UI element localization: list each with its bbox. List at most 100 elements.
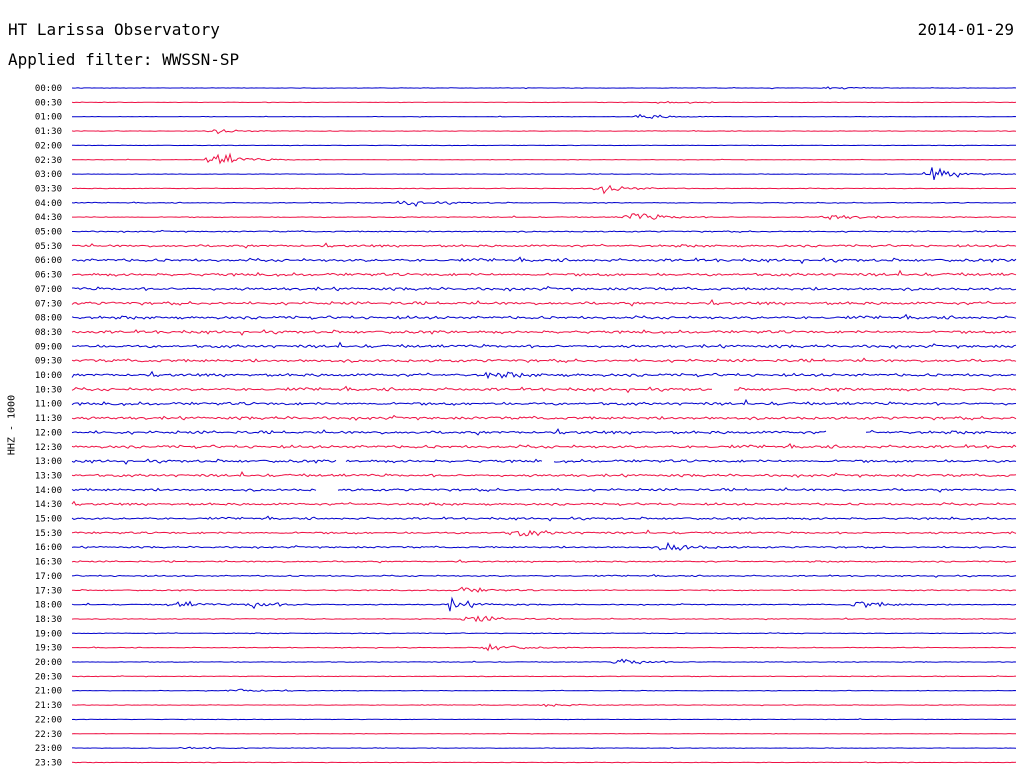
- row-time-label: 15:30: [35, 529, 62, 539]
- trace-row: [71, 471, 1017, 479]
- trace-row: [71, 559, 1017, 564]
- trace-row: [71, 541, 1016, 551]
- row-time-label: 05:30: [35, 242, 62, 252]
- row-time-label: 21:00: [35, 687, 62, 697]
- row-time-label: 20:00: [35, 658, 62, 668]
- row-time-label: 19:30: [35, 644, 62, 654]
- row-time-label: 14:30: [35, 500, 62, 510]
- trace-row: [72, 213, 1017, 221]
- row-time-label: 19:00: [35, 629, 62, 639]
- trace-row: [71, 596, 1017, 612]
- row-time-label: 04:00: [35, 199, 62, 209]
- trace-row: [71, 688, 1017, 692]
- row-time-label: 05:00: [35, 228, 62, 238]
- trace-row: [71, 86, 1017, 90]
- trace-row: [71, 184, 1017, 195]
- row-time-label: 00:30: [35, 98, 62, 108]
- trace-row: [72, 229, 1017, 233]
- station-title: HT Larissa Observatory: [8, 20, 220, 39]
- trace-row: [71, 718, 1016, 721]
- row-time-label: 12:00: [35, 428, 62, 438]
- trace-row: [71, 370, 1017, 380]
- row-time-label: 12:30: [35, 443, 62, 453]
- trace-row: [72, 703, 1017, 708]
- trace-row: [72, 746, 1017, 750]
- row-time-label: 07:00: [35, 285, 62, 295]
- row-time-label: 23:30: [35, 758, 62, 768]
- trace-row: [71, 152, 1017, 165]
- trace-row: [71, 428, 1017, 436]
- trace-row: [71, 329, 1017, 336]
- row-time-label: 02:30: [35, 156, 62, 166]
- row-time-label: 08:00: [35, 314, 62, 324]
- row-time-label: 18:00: [35, 601, 62, 611]
- row-time-label: 23:00: [35, 744, 62, 754]
- trace-row: [71, 732, 1016, 735]
- trace-row: [71, 341, 1017, 350]
- trace-row: [71, 414, 1017, 421]
- trace-row: [72, 113, 1017, 120]
- row-time-label: 13:30: [35, 471, 62, 481]
- filter-label: Applied filter: WWSSN-SP: [8, 50, 240, 69]
- trace-row: [71, 615, 1017, 623]
- row-time-label: 02:00: [35, 141, 62, 151]
- row-time-label: 20:30: [35, 672, 62, 682]
- trace-row: [71, 144, 1016, 147]
- row-time-label: 06:30: [35, 271, 62, 281]
- trace-row: [71, 100, 1017, 104]
- row-time-label: 03:00: [35, 170, 62, 180]
- row-time-label: 09:30: [35, 357, 62, 367]
- trace-row: [71, 675, 1017, 678]
- trace-row: [71, 586, 1017, 593]
- trace-row: [71, 269, 1017, 277]
- row-time-label: 22:00: [35, 715, 62, 725]
- row-time-label: 04:30: [35, 213, 62, 223]
- trace-row: [71, 357, 1017, 364]
- trace-row: [71, 443, 1017, 450]
- row-time-label: 09:00: [35, 342, 62, 352]
- row-time-label: 21:30: [35, 701, 62, 711]
- row-time-label: 17:00: [35, 572, 62, 582]
- trace-row: [71, 658, 1017, 665]
- trace-row: [71, 761, 1017, 764]
- row-time-label: 08:30: [35, 328, 62, 338]
- row-time-label: 16:00: [35, 543, 62, 553]
- trace-row: [71, 129, 1017, 135]
- row-time-label: 06:00: [35, 256, 62, 266]
- row-time-label: 22:30: [35, 730, 62, 740]
- trace-row: [71, 529, 1017, 537]
- trace-row: [72, 285, 1017, 292]
- row-time-label: 17:30: [35, 586, 62, 596]
- row-time-label: 11:00: [35, 400, 62, 410]
- row-time-label: 15:00: [35, 515, 62, 525]
- trace-row: [71, 167, 1017, 181]
- date-label: 2014-01-29: [917, 20, 1014, 39]
- row-time-label: 14:00: [35, 486, 62, 496]
- row-time-label: 03:30: [35, 184, 62, 194]
- row-time-label: 13:00: [35, 457, 62, 467]
- trace-row: [71, 632, 1017, 635]
- trace-row: [71, 298, 1017, 307]
- trace-row: [71, 573, 1017, 578]
- trace-row: [71, 385, 1017, 394]
- row-time-label: 01:30: [35, 127, 62, 137]
- row-time-label: 10:00: [35, 371, 62, 381]
- row-time-label: 10:30: [35, 385, 62, 395]
- trace-row: [71, 458, 1017, 465]
- trace-row: [71, 398, 1017, 407]
- trace-row: [71, 200, 1017, 208]
- trace-row: [72, 643, 1016, 652]
- row-time-label: 01:00: [35, 113, 62, 123]
- row-time-label: 16:30: [35, 558, 62, 568]
- row-time-label: 11:30: [35, 414, 62, 424]
- trace-row: [71, 313, 1017, 320]
- row-time-label: 18:30: [35, 615, 62, 625]
- trace-row: [71, 242, 1017, 249]
- row-time-label: 07:30: [35, 299, 62, 309]
- trace-row: [71, 515, 1016, 522]
- trace-row: [71, 500, 1017, 507]
- trace-row: [71, 487, 1017, 493]
- row-time-label: 00:00: [35, 84, 62, 94]
- trace-row: [71, 256, 1017, 265]
